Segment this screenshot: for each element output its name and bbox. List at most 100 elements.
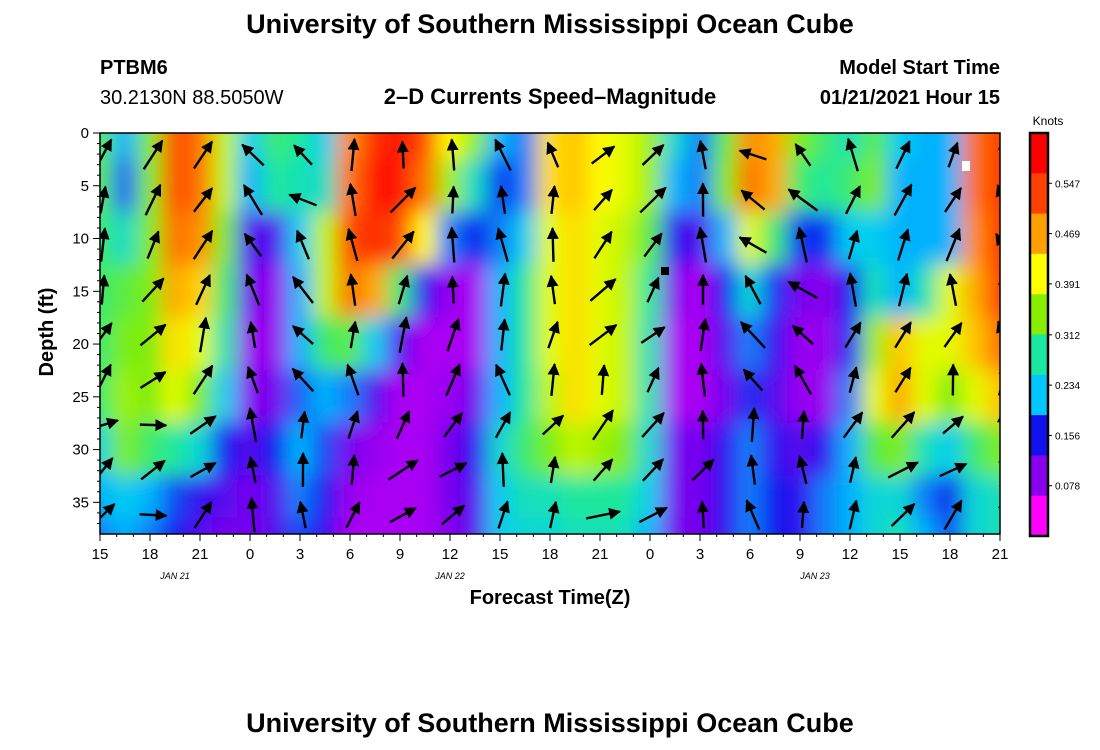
heatmap-cell	[462, 422, 488, 477]
heatmap-cell	[312, 475, 338, 519]
heatmap-cell	[562, 133, 588, 160]
current-vector-arrow	[896, 228, 911, 261]
current-vector-arrow	[797, 409, 810, 440]
heatmap-cell	[437, 158, 463, 213]
heatmap-cell	[962, 475, 988, 519]
current-vector-arrow	[146, 230, 160, 259]
current-vector-arrow	[288, 193, 317, 207]
heatmap-cell	[162, 517, 188, 534]
colorbar-tick-label: 0.156	[1055, 431, 1080, 442]
current-vector-arrow	[998, 451, 1000, 488]
current-vector-arrow	[497, 272, 510, 307]
current-vector-arrow	[241, 143, 265, 167]
heatmap-cell	[162, 264, 188, 319]
heatmap-cell	[637, 422, 663, 477]
heatmap-cell	[362, 317, 388, 371]
heatmap-cell	[262, 264, 288, 319]
heatmap-cell	[162, 369, 188, 424]
heatmap-cell	[362, 517, 388, 534]
heatmap-cell	[962, 517, 988, 534]
current-vector-arrow	[696, 139, 709, 170]
colorbar-swatch	[1030, 253, 1048, 295]
current-vector-arrow	[496, 452, 509, 487]
heatmap-cell	[912, 475, 938, 519]
current-vector-arrow	[292, 276, 314, 304]
y-tick-label: 0	[81, 125, 89, 142]
heatmap-cell	[662, 369, 688, 424]
current-vector-arrow	[193, 500, 213, 529]
current-vector-arrow	[546, 141, 560, 168]
heatmap-cell	[237, 369, 263, 424]
heatmap-cell	[812, 211, 838, 266]
current-vector-arrow	[696, 500, 709, 529]
colorbar-frame	[1028, 131, 1050, 538]
x-tick-label: 21	[192, 546, 209, 563]
x-tick-label: 12	[842, 546, 859, 563]
current-vector-arrow	[189, 415, 217, 435]
current-vector-arrow	[245, 406, 258, 443]
heatmap-cell	[137, 475, 163, 519]
heatmap-cell	[862, 211, 888, 266]
heatmap-cell	[762, 211, 788, 266]
heatmap-cell	[712, 158, 738, 213]
heatmap-cell	[837, 264, 863, 319]
heatmap-cell	[112, 211, 138, 266]
current-vector-arrow	[192, 364, 214, 395]
x-tick-label: 0	[646, 546, 654, 563]
heatmap-cell	[912, 133, 938, 160]
heatmap-cell	[862, 158, 888, 213]
y-tick-label: 35	[72, 494, 89, 511]
heatmap-cell	[587, 211, 613, 266]
current-vector-arrow	[100, 322, 113, 342]
marker-square-light	[962, 161, 970, 171]
heatmap-cell	[687, 211, 713, 266]
x-tick-label: 0	[246, 546, 254, 563]
heatmap-cell	[662, 133, 688, 160]
heatmap-cell	[487, 317, 513, 371]
heatmap-cell	[137, 369, 163, 424]
heatmap-cell	[387, 369, 413, 424]
current-vector-arrow	[100, 503, 116, 520]
plot-title: 2–D Currents Speed–Magnitude	[383, 84, 717, 109]
heatmap-cell	[362, 475, 388, 519]
heatmap-cell	[912, 158, 938, 213]
heatmap-cell	[212, 211, 238, 266]
current-vector-arrow	[641, 412, 665, 438]
current-vector-arrow	[100, 417, 120, 430]
colorbar-swatch	[1030, 133, 1048, 174]
heatmap-cell	[262, 475, 288, 519]
heatmap-cell	[162, 133, 188, 160]
current-vector-arrow	[742, 368, 764, 392]
heatmap-cell	[587, 517, 613, 534]
current-vector-arrow	[100, 227, 110, 262]
current-vector-arrow	[141, 277, 165, 303]
x-axis-label: Forecast Time(Z)	[470, 587, 631, 609]
heatmap-cell	[612, 369, 638, 424]
heatmap-cell	[287, 317, 313, 371]
heatmap-cell	[437, 211, 463, 266]
heatmap-cell	[812, 517, 838, 534]
current-vector-arrow	[787, 188, 819, 212]
heatmap-cell	[237, 158, 263, 213]
x-tick-label: 18	[142, 546, 159, 563]
current-vector-arrow	[791, 324, 815, 346]
y-tick-label: 30	[72, 442, 89, 459]
heatmap-cell	[137, 517, 163, 534]
current-vector-arrow	[597, 363, 610, 395]
heatmap-cell	[737, 264, 763, 319]
colorbar-unit: Knots	[1033, 114, 1064, 128]
heatmap-cell	[662, 475, 688, 519]
current-vector-arrow	[945, 227, 962, 262]
heatmap-cell	[762, 422, 788, 477]
current-vector-arrow	[496, 185, 509, 214]
current-vector-arrow	[139, 323, 167, 347]
current-vector-arrow	[446, 317, 461, 352]
heatmap-cell	[587, 475, 613, 519]
current-vector-arrow	[995, 232, 1000, 247]
current-vector-arrow	[593, 188, 613, 212]
heatmap-cell	[862, 422, 888, 477]
current-vector-arrow	[346, 182, 359, 217]
heatmap-cell	[212, 317, 238, 371]
heatmap-cell	[312, 369, 338, 424]
